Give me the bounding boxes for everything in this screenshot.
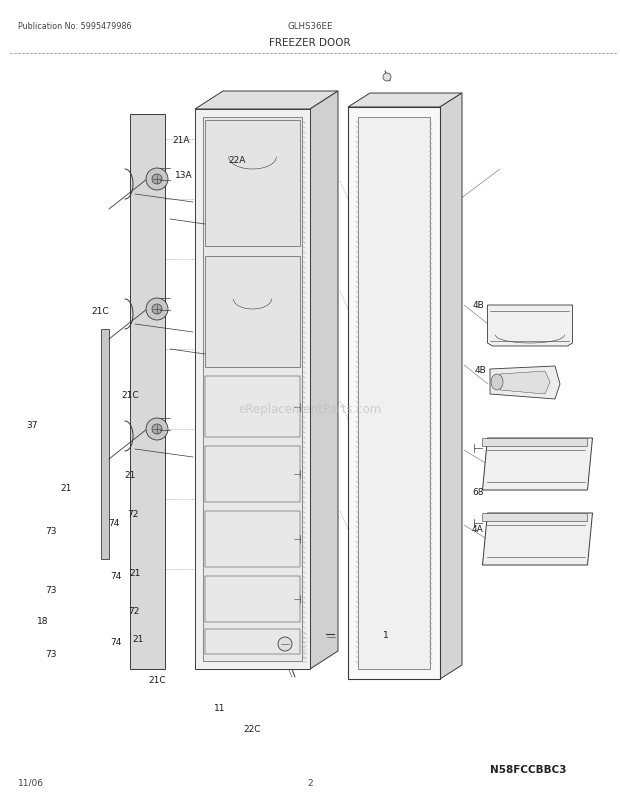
Polygon shape	[195, 92, 338, 110]
Text: 37: 37	[26, 420, 38, 430]
Text: 22A: 22A	[228, 156, 246, 165]
Text: 72: 72	[128, 606, 140, 616]
Polygon shape	[310, 92, 338, 669]
Text: 4A: 4A	[471, 525, 483, 534]
Polygon shape	[205, 630, 300, 654]
Text: 74: 74	[108, 518, 120, 528]
Text: 21A: 21A	[172, 136, 190, 145]
Text: 13A: 13A	[175, 170, 192, 180]
Polygon shape	[348, 107, 440, 679]
Polygon shape	[482, 513, 588, 521]
Ellipse shape	[491, 375, 503, 391]
Polygon shape	[205, 376, 300, 437]
Polygon shape	[490, 367, 560, 399]
Polygon shape	[205, 121, 300, 247]
Polygon shape	[358, 118, 430, 669]
Polygon shape	[500, 371, 550, 395]
Circle shape	[146, 168, 168, 191]
Text: GLHS36EE: GLHS36EE	[287, 22, 333, 31]
Text: 11/06: 11/06	[18, 778, 44, 787]
Text: 1: 1	[383, 630, 389, 640]
Circle shape	[152, 175, 162, 184]
Text: 21C: 21C	[121, 390, 138, 399]
Circle shape	[278, 638, 292, 651]
Text: FREEZER DOOR: FREEZER DOOR	[269, 38, 351, 48]
Text: N58FCCBBC3: N58FCCBBC3	[490, 764, 567, 774]
Text: 74: 74	[110, 571, 121, 581]
Polygon shape	[205, 447, 300, 502]
Text: 73: 73	[45, 649, 57, 658]
Circle shape	[383, 74, 391, 82]
Polygon shape	[487, 306, 572, 346]
Text: 21: 21	[124, 470, 135, 480]
Polygon shape	[482, 439, 593, 490]
Text: 4B: 4B	[474, 366, 486, 375]
Text: 4B: 4B	[473, 300, 485, 310]
Polygon shape	[130, 115, 165, 669]
Circle shape	[146, 419, 168, 440]
Text: Publication No: 5995479986: Publication No: 5995479986	[18, 22, 131, 31]
Text: 21: 21	[129, 568, 140, 577]
Text: 21C: 21C	[92, 306, 109, 316]
Circle shape	[152, 424, 162, 435]
Text: 21C: 21C	[149, 675, 166, 685]
Circle shape	[152, 305, 162, 314]
Text: 72: 72	[127, 509, 138, 519]
Polygon shape	[101, 330, 109, 559]
Text: 2: 2	[307, 778, 313, 787]
Polygon shape	[195, 110, 310, 669]
Text: 21: 21	[132, 634, 143, 643]
Circle shape	[146, 298, 168, 321]
Text: eReplacementParts.com: eReplacementParts.com	[238, 403, 382, 416]
Polygon shape	[482, 513, 593, 565]
Polygon shape	[203, 118, 302, 661]
Text: 68: 68	[472, 487, 484, 496]
Text: 21: 21	[61, 483, 72, 492]
Polygon shape	[205, 257, 300, 367]
Text: 18: 18	[37, 616, 49, 626]
Polygon shape	[482, 439, 588, 447]
Text: 11: 11	[214, 703, 226, 712]
Polygon shape	[205, 512, 300, 567]
Text: 73: 73	[45, 526, 57, 536]
Text: 22C: 22C	[244, 723, 261, 733]
Polygon shape	[440, 94, 462, 679]
Polygon shape	[205, 577, 300, 622]
Text: 73: 73	[45, 585, 57, 594]
Text: 74: 74	[110, 637, 122, 646]
Polygon shape	[348, 94, 462, 107]
